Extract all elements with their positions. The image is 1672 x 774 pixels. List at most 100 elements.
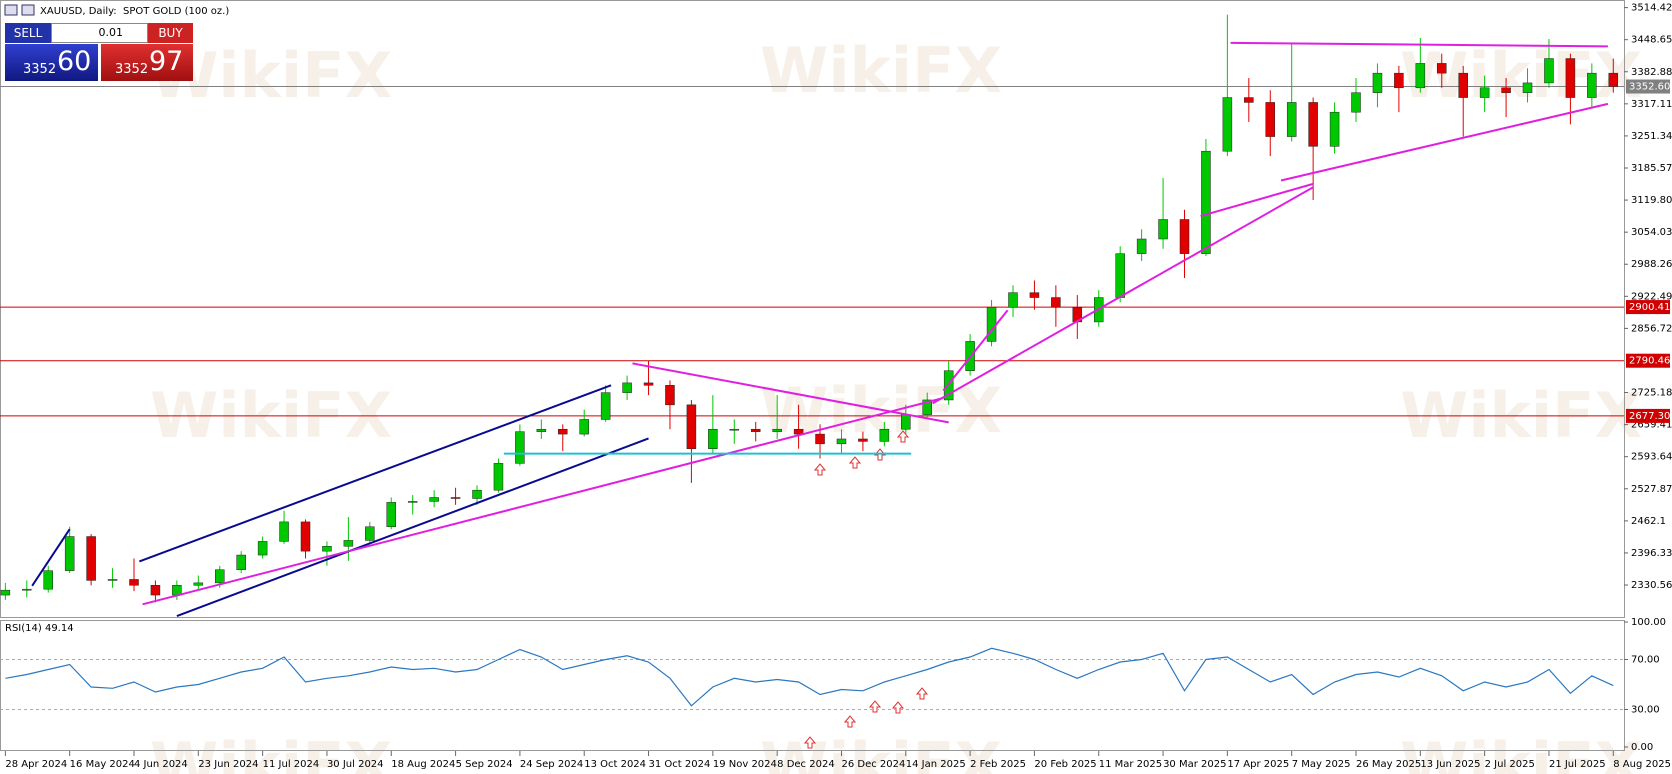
candle-body <box>622 382 632 393</box>
candle-body <box>1372 72 1383 93</box>
buy-price[interactable]: 3352 97 <box>101 44 193 81</box>
candle-body <box>1587 72 1597 98</box>
arrow <box>915 687 929 700</box>
y-tick-label: 3317.11 <box>1631 99 1672 110</box>
candle-body <box>236 554 246 570</box>
candle-body <box>107 579 118 581</box>
candle-body <box>1029 292 1040 298</box>
candle-body <box>1115 253 1125 298</box>
icon <box>4 4 18 16</box>
candle-body <box>1286 102 1297 137</box>
y-tick-label: 3119.80 <box>1631 195 1672 206</box>
lot-input[interactable]: 0.01 <box>51 23 148 43</box>
candle-body <box>343 540 354 547</box>
candle-body <box>515 431 525 464</box>
candle-body <box>879 428 890 442</box>
current-price-box <box>1626 79 1670 94</box>
y-tick-label: 3448.65 <box>1631 35 1672 46</box>
current-price-label: 3352.60 <box>1629 82 1670 93</box>
chart-title: XAUUSD, Daily: SPOT GOLD (100 oz.) <box>40 6 229 17</box>
icon <box>21 4 35 16</box>
candle-body <box>536 428 547 432</box>
candle-body <box>858 438 868 442</box>
watermark: WikiFX <box>150 729 392 774</box>
candle-body <box>579 419 589 435</box>
x-tick-label: 2 Jul 2025 <box>1485 759 1535 770</box>
arrow <box>813 463 827 476</box>
x-tick-label: 13 Jun 2025 <box>1420 759 1480 770</box>
rsi-tick-label: 100.00 <box>1631 617 1666 628</box>
y-tick-label: 2856.72 <box>1631 323 1672 334</box>
candle-body <box>1201 150 1211 254</box>
rsi-tick-label: 70.00 <box>1631 655 1660 666</box>
candle-body <box>43 570 53 590</box>
sell-price-big: 3352 <box>23 62 57 77</box>
x-tick-label: 26 Dec 2024 <box>841 759 905 770</box>
candle-body <box>1437 63 1447 74</box>
candle-body <box>793 428 804 435</box>
y-tick-label: 2988.26 <box>1631 259 1672 270</box>
x-tick-label: 11 Mar 2025 <box>1099 759 1162 770</box>
x-tick-label: 30 Jul 2024 <box>327 759 384 770</box>
x-tick-label: 4 Jun 2024 <box>134 759 188 770</box>
sell-button[interactable]: SELL <box>5 23 51 43</box>
x-tick-label: 28 Apr 2024 <box>5 759 67 770</box>
arrow <box>803 736 817 749</box>
candle-body <box>429 497 439 502</box>
candle-body <box>1565 58 1576 98</box>
candle-body <box>365 526 375 541</box>
candle-body <box>1222 97 1233 152</box>
watermark: WikiFX <box>760 34 1002 107</box>
y-tick-label: 3251.34 <box>1631 131 1672 142</box>
trendline <box>176 437 649 617</box>
candle-body <box>86 536 96 581</box>
candle-body <box>257 541 268 556</box>
candle-body <box>750 428 761 432</box>
signal-arrows <box>803 430 929 749</box>
watermarks: WikiFX WikiFX WikiFX WikiFX WikiFX WikiF… <box>150 34 1642 774</box>
candle-body <box>1051 297 1061 308</box>
rsi-panel <box>0 620 1625 751</box>
x-tick-label: 16 May 2024 <box>70 759 135 770</box>
x-tick-label: 2 Feb 2025 <box>970 759 1026 770</box>
candle-body <box>665 385 675 406</box>
candle-body <box>1179 219 1190 254</box>
x-tick-label: 14 Jan 2025 <box>906 759 966 770</box>
level-label: 2900.41 <box>1629 302 1670 313</box>
candle-body <box>986 307 997 342</box>
level-label: 2790.46 <box>1629 356 1670 367</box>
watermark: WikiFX <box>1400 729 1642 774</box>
x-tick-label: 18 Aug 2024 <box>391 759 455 770</box>
candle-body <box>1522 82 1533 93</box>
y-tick-label: 3382.88 <box>1631 67 1672 78</box>
sell-price[interactable]: 3352 60 <box>5 44 98 81</box>
candle-body <box>64 536 75 571</box>
candle-body <box>815 433 825 445</box>
y-tick-label: 2659.41 <box>1631 420 1672 431</box>
candle-body <box>1544 58 1554 84</box>
candle-body <box>1608 72 1619 87</box>
buy-button[interactable]: BUY <box>148 23 193 43</box>
candle-body <box>836 438 847 445</box>
candle-body <box>450 497 461 499</box>
candle-body <box>193 582 204 586</box>
y-tick-label: 3185.57 <box>1631 163 1672 174</box>
x-tick-label: 13 Oct 2024 <box>584 759 646 770</box>
x-tick-label: 24 Sep 2024 <box>520 759 583 770</box>
arrow <box>896 430 910 443</box>
y-tick-label: 2462.1 <box>1631 516 1666 527</box>
y-tick-label: 3054.03 <box>1631 227 1672 238</box>
trendline <box>932 186 1314 405</box>
arrow <box>868 700 882 713</box>
candle-body <box>558 428 568 435</box>
y-tick-label: 2330.56 <box>1631 580 1672 591</box>
y-tick-label: 2922.49 <box>1631 291 1672 302</box>
x-tick-label: 19 Nov 2024 <box>713 759 777 770</box>
candle-body <box>322 546 332 552</box>
candle-body <box>772 428 782 432</box>
rsi-line <box>5 647 1614 707</box>
trendline <box>139 384 612 563</box>
rsi-tick-label: 0.00 <box>1631 742 1653 753</box>
candle-body <box>129 579 139 586</box>
candle-body <box>1329 111 1340 147</box>
